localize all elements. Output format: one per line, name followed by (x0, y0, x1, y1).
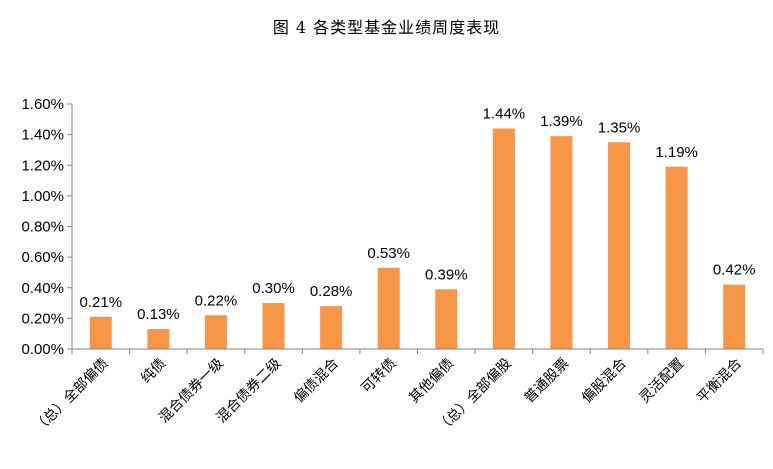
category-label: 普通股票 (521, 356, 572, 407)
category-label: 纯债 (138, 356, 169, 387)
y-tick-label: 1.20% (21, 157, 64, 174)
data-label: 0.28% (310, 283, 353, 300)
y-tick-label: 0.40% (21, 280, 64, 297)
y-tick-label: 1.60% (21, 96, 64, 113)
y-tick-label: 1.00% (21, 188, 64, 205)
y-tick-label: 0.00% (21, 341, 64, 358)
data-label: 1.19% (655, 144, 698, 161)
data-label: 1.35% (598, 119, 641, 136)
y-tick-label: 0.20% (21, 310, 64, 327)
y-tick-label: 1.40% (21, 127, 64, 144)
category-label: 偏债混合 (291, 356, 342, 407)
category-label: （总）全部偏债 (30, 355, 111, 436)
bars (89, 128, 746, 349)
bar (608, 142, 631, 349)
category-label: 可转债 (359, 356, 400, 397)
data-label: 1.39% (540, 113, 583, 130)
y-tick-label: 0.60% (21, 249, 64, 266)
category-label: 灵活配置 (637, 356, 688, 407)
bar (377, 267, 400, 349)
bar (723, 284, 746, 349)
data-label: 1.44% (483, 106, 526, 123)
data-label: 0.21% (80, 294, 123, 311)
bar (204, 315, 227, 349)
bar (435, 289, 458, 349)
data-label: 0.53% (367, 245, 410, 262)
data-label: 0.30% (252, 280, 295, 297)
category-label: 偏股混合 (579, 356, 630, 407)
data-label: 0.13% (137, 306, 180, 323)
category-label: 平衡混合 (694, 356, 745, 407)
data-labels: 0.21% 0.13% 0.22% 0.30% 0.28% 0.53% 0.39% 1.44%… (80, 106, 756, 324)
bar (89, 316, 112, 349)
category-label: 其他偏债 (406, 356, 457, 407)
bar (147, 329, 170, 349)
bar (550, 136, 573, 349)
data-label: 0.42% (713, 262, 756, 279)
chart-title: 图 4 各类型基金业绩周度表现 (272, 18, 501, 37)
x-axis: （总）全部偏债 纯债混合债券一级混合债券二级 偏债混合 可转债 其他偏债（总）全部偏股普… (30, 348, 764, 436)
bar (320, 306, 343, 349)
data-label: 0.22% (195, 292, 238, 309)
bar (262, 303, 285, 349)
bar (492, 128, 515, 349)
bar (665, 166, 688, 349)
data-label: 0.39% (425, 266, 468, 283)
y-tick-label: 0.80% (21, 219, 64, 236)
y-axis: 0.00% 0.20% 0.40% 0.60% 0.80% 1.00% 1.20% 1.40%… (21, 96, 73, 358)
